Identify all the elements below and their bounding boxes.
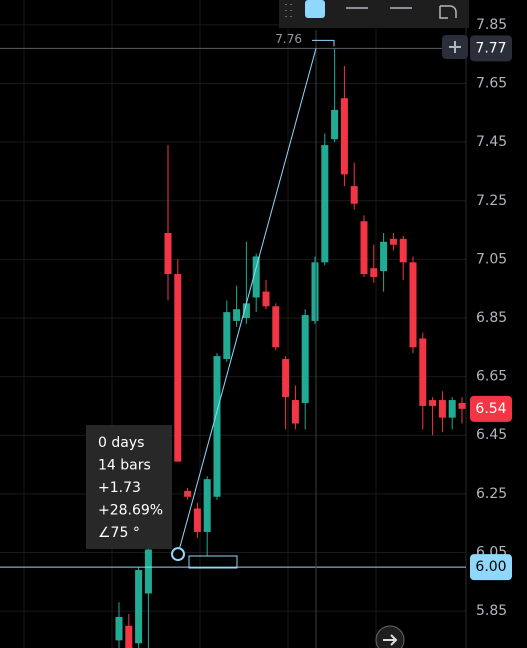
candle-body: [174, 274, 182, 462]
price-tag-label: 7.77: [475, 40, 506, 56]
y-tick-label: 6.25: [476, 486, 507, 502]
tooltip-line: ∠75 °: [98, 525, 140, 541]
candle-body: [360, 221, 368, 275]
y-tick-label: 6.85: [476, 310, 507, 326]
candle-body: [419, 338, 427, 406]
scroll-button: [375, 625, 405, 648]
y-tick-label: 7.45: [476, 134, 507, 150]
candle-body: [193, 508, 201, 532]
candle-body: [370, 268, 378, 277]
candle-body: [184, 490, 192, 497]
tooltip-line: 0 days: [98, 435, 144, 451]
candle-body: [135, 570, 143, 644]
arrow-icon: [383, 634, 398, 646]
tooltip-box: [86, 425, 172, 549]
candle-body: [242, 303, 250, 318]
color-swatch: [305, 0, 325, 18]
candle-body: [380, 241, 388, 272]
candle-body: [438, 400, 446, 418]
price-tag-label: 6.00: [475, 559, 506, 575]
candle-body: [458, 402, 466, 409]
candle-body: [301, 315, 309, 403]
candle-body: [203, 479, 211, 532]
candle-body: [429, 400, 437, 406]
measure-label: 7.76: [275, 32, 302, 46]
candle-body: [340, 98, 348, 175]
price-tag: [470, 35, 512, 62]
candle-body: [115, 616, 123, 641]
price-tag: [470, 395, 512, 422]
candle-body: [233, 309, 241, 321]
candle-body: [409, 262, 417, 348]
candle-body: [252, 256, 260, 298]
y-tick-label: 5.85: [476, 603, 507, 619]
tooltip-line: +28.69%: [98, 503, 163, 519]
range-box: [188, 555, 238, 569]
candle-body: [144, 549, 152, 594]
candle-body: [321, 145, 329, 263]
candle-body: [125, 625, 133, 648]
candle-body: [262, 291, 270, 307]
y-tick-label: 7.85: [476, 17, 507, 33]
y-tick-label: 7.05: [476, 251, 507, 267]
candle-body: [311, 262, 319, 321]
tooltip-line: +1.73: [98, 480, 141, 496]
y-tick-label: 7.25: [476, 193, 507, 209]
price-tag-label: 6.54: [475, 401, 506, 417]
y-tick-label: 7.65: [476, 76, 507, 92]
anchor-point: [171, 547, 185, 562]
candle-body: [272, 306, 280, 348]
tooltip-line: 14 bars: [98, 458, 151, 474]
candle-body: [350, 186, 358, 204]
vertical-grid: [23, 0, 377, 648]
candle-body: [399, 238, 407, 263]
y-tick-label: 6.65: [476, 369, 507, 385]
measure-bracket: [312, 39, 335, 47]
candle-body: [331, 109, 339, 140]
toolbar-icons: [346, 5, 457, 19]
candle-body: [213, 356, 221, 497]
plus-icon: [449, 41, 461, 53]
candle-body: [389, 238, 397, 245]
candle-body: [223, 312, 231, 360]
drag-handle: [285, 4, 292, 17]
price-tag: [470, 554, 512, 581]
y-tick-label: 6.45: [476, 427, 507, 443]
candle-body: [291, 400, 299, 424]
candle-body: [282, 359, 290, 398]
trend-line: [177, 48, 317, 555]
candle-body: [448, 400, 456, 418]
candle-body: [164, 232, 172, 275]
